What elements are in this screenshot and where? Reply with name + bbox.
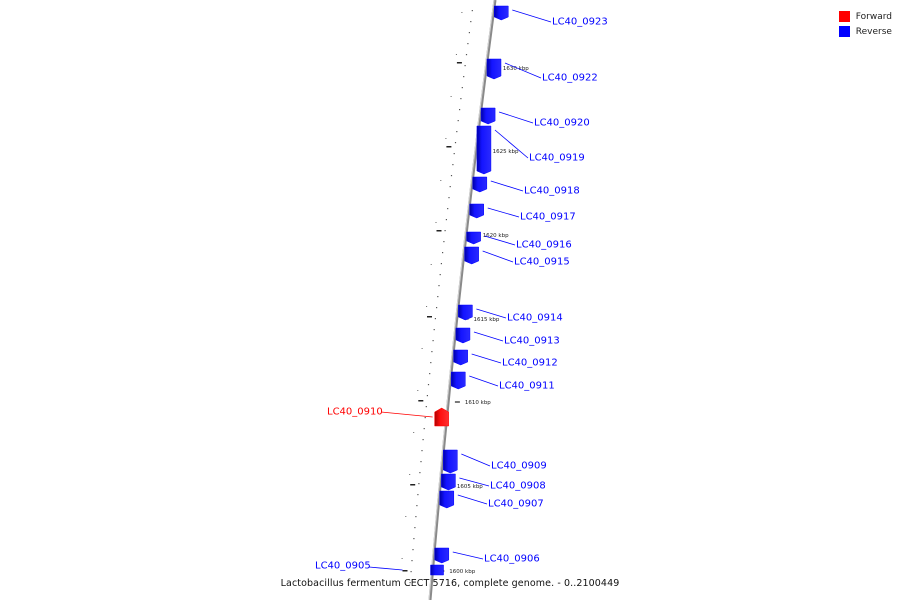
gene-lc40_0912: LC40_0912 <box>453 349 558 369</box>
gene-leader-line <box>498 111 534 124</box>
gene-box <box>430 564 444 576</box>
gene-box <box>480 107 496 125</box>
gene-box <box>434 407 449 427</box>
gene-features: LC40_0923 LC40_0922 LC40_0920 LC40_0919 LC40… <box>315 5 608 576</box>
gene-leader-line <box>494 129 529 159</box>
gene-label: LC40_0915 <box>514 257 570 268</box>
gene-lc40_0922: LC40_0922 <box>486 58 598 84</box>
gene-lc40_0923: LC40_0923 <box>494 5 608 28</box>
legend: Forward Reverse <box>838 9 892 39</box>
scale-dots <box>409 10 473 584</box>
kbp-tick-label: 1605 kbp <box>457 484 483 490</box>
gene-label: LC40_0912 <box>502 358 558 369</box>
gene-box <box>486 58 502 80</box>
gene-box <box>494 5 509 21</box>
gene-lc40_0913: LC40_0913 <box>455 327 560 347</box>
gene-label: LC40_0918 <box>524 186 580 197</box>
gene-leader-line <box>473 331 504 342</box>
gene-lc40_0920: LC40_0920 <box>480 107 590 129</box>
legend-label-forward: Forward <box>855 11 892 22</box>
kbp-tick-label: 1615 kbp <box>474 317 500 323</box>
kbp-tick-label: 1630 kbp <box>503 66 529 72</box>
gene-box <box>466 231 481 245</box>
gene-leader-line <box>484 235 516 246</box>
gene-leader-line <box>490 180 524 192</box>
gene-label: LC40_0920 <box>534 118 590 129</box>
gene-box <box>451 371 466 390</box>
gene-lc40_0918: LC40_0918 <box>472 176 580 197</box>
gene-lc40_0906: LC40_0906 <box>434 547 540 565</box>
gene-box <box>441 473 456 491</box>
legend-label-reverse: Reverse <box>855 26 892 37</box>
gene-label: LC40_0909 <box>491 461 547 472</box>
gene-lc40_0911: LC40_0911 <box>451 371 555 392</box>
gene-box <box>453 349 468 366</box>
gene-box <box>455 327 471 344</box>
gene-label: LC40_0905 <box>315 561 371 572</box>
gene-leader-line <box>504 62 542 79</box>
gene-lc40_0916: LC40_0916 <box>466 231 572 251</box>
gene-box <box>443 449 458 474</box>
gene-label: LC40_0913 <box>504 336 560 347</box>
gene-lc40_0915: LC40_0915 <box>464 246 570 268</box>
gene-box <box>476 125 492 175</box>
gene-leader-line <box>452 551 484 560</box>
gene-label: LC40_0917 <box>520 212 576 223</box>
gene-label: LC40_0906 <box>484 554 540 565</box>
kbp-tick-label: 1625 kbp <box>493 149 519 155</box>
gene-lc40_0907: LC40_0907 <box>439 490 544 510</box>
gene-label: LC40_0922 <box>542 73 598 84</box>
gene-label: LC40_0919 <box>529 153 585 164</box>
genome-backbone-highlight <box>428 0 495 600</box>
gene-lc40_0908: LC40_0908 <box>441 473 546 492</box>
gene-lc40_0917: LC40_0917 <box>469 203 576 223</box>
gene-leader-line <box>482 250 514 263</box>
gene-label: LC40_0923 <box>552 17 608 28</box>
legend-swatch-forward <box>838 11 850 22</box>
gene-leader-line <box>461 453 491 467</box>
kbp-tick-label: 1620 kbp <box>483 233 509 239</box>
kbp-tick-label: 1600 kbp <box>449 569 475 575</box>
gene-label: LC40_0910 <box>327 407 383 418</box>
gene-label: LC40_0911 <box>499 381 555 392</box>
scale-dashes <box>401 12 463 572</box>
gene-box <box>434 547 450 564</box>
gene-lc40_0919: LC40_0919 <box>476 125 585 175</box>
kbp-tick-label: 1610 kbp <box>465 400 491 406</box>
gene-leader-line <box>380 411 433 418</box>
gene-lc40_0914: LC40_0914 <box>458 304 563 324</box>
gene-label: LC40_0914 <box>507 313 563 324</box>
gene-lc40_0905: LC40_0905 <box>315 561 444 576</box>
gene-lc40_0910: LC40_0910 <box>327 407 449 427</box>
gene-leader-line <box>368 566 403 571</box>
gene-leader-line <box>476 308 507 319</box>
genome-caption: Lactobacillus fermentum CECT 5716, compl… <box>280 578 620 589</box>
gene-leader-line <box>487 207 520 218</box>
gene-leader-line <box>457 494 488 505</box>
gene-lc40_0909: LC40_0909 <box>443 449 547 474</box>
gene-leader-line <box>459 477 490 487</box>
gene-box <box>472 176 488 193</box>
legend-item-reverse: Reverse <box>838 24 892 39</box>
gene-box <box>469 203 484 219</box>
gene-label: LC40_0916 <box>516 240 572 251</box>
gene-label: LC40_0907 <box>488 499 544 510</box>
gene-label: LC40_0908 <box>490 481 546 492</box>
gene-leader-line <box>469 375 499 387</box>
gene-leader-line <box>471 353 502 364</box>
gene-box <box>464 246 479 265</box>
genome-backbone <box>428 0 497 600</box>
gene-box <box>458 304 473 321</box>
legend-item-forward: Forward <box>838 9 892 24</box>
gene-leader-line <box>512 9 552 23</box>
legend-swatch-reverse <box>838 26 850 37</box>
gene-box <box>439 490 455 509</box>
